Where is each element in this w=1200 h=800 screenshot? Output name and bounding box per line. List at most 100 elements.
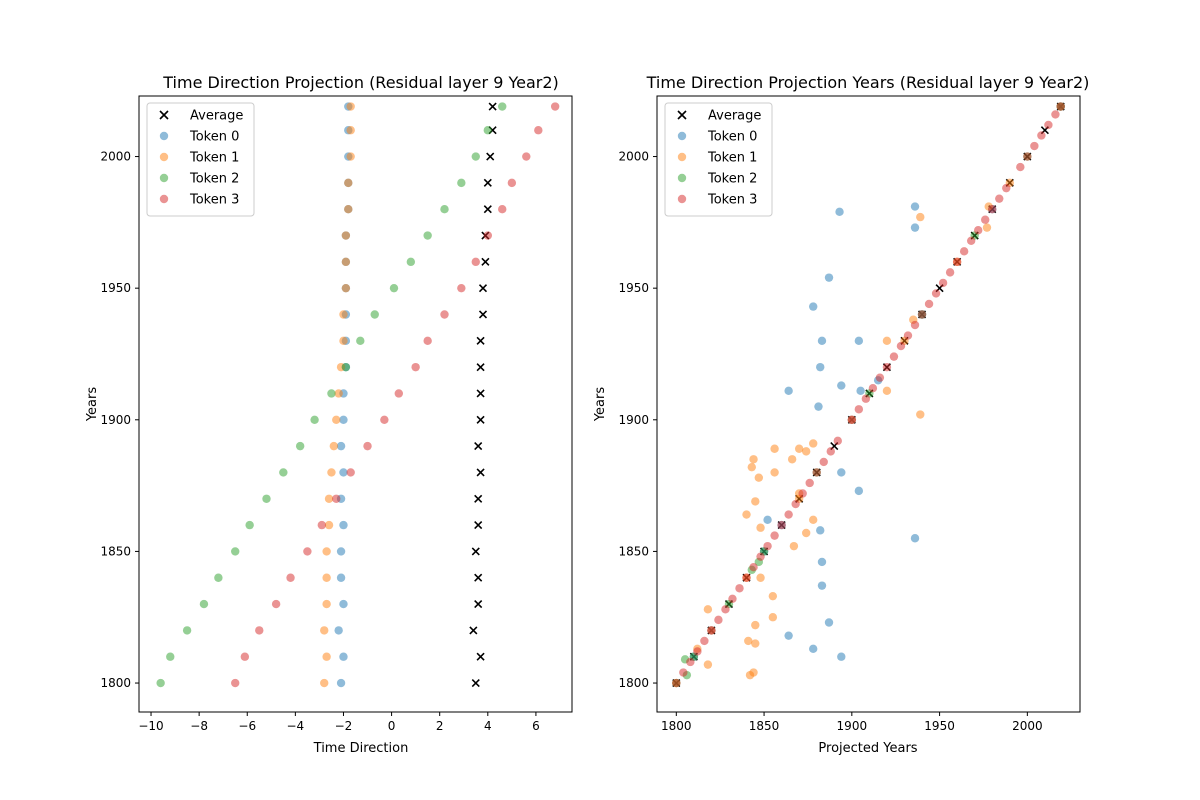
legend-marker: [677, 110, 687, 120]
point-token-0: [817, 557, 827, 567]
point-token-3: [1030, 141, 1039, 151]
legend-marker: [159, 110, 169, 120]
point-token-1: [809, 515, 818, 525]
y-tick-label: 1900: [618, 413, 649, 427]
x-tick-label: 1850: [749, 719, 780, 733]
point-average: [474, 442, 483, 451]
point-token-2: [483, 126, 493, 135]
point-token-1: [756, 523, 765, 532]
point-token-3: [440, 310, 449, 319]
point-token-1: [339, 336, 348, 346]
point-token-3: [770, 531, 779, 540]
point-token-1: [322, 573, 331, 582]
x-tick-label: 4: [484, 719, 492, 733]
chart-right-ticks: 1800 1850 1900 1950 2000 1800 1850 1900 1950 2000: [618, 150, 1042, 733]
point-average: [476, 336, 485, 345]
point-token-3: [882, 362, 892, 372]
point-token-0: [816, 362, 825, 372]
point-token-1: [322, 547, 331, 556]
point-token-1: [751, 639, 760, 648]
point-token-2: [310, 415, 319, 424]
point-token-0: [824, 273, 834, 282]
x-tick-label: 1900: [837, 719, 868, 733]
point-token-1: [770, 468, 779, 477]
point-token-2: [262, 494, 271, 503]
point-token-3: [672, 678, 681, 688]
point-average: [469, 626, 478, 635]
point-token-2: [457, 178, 466, 188]
point-token-3: [889, 352, 899, 361]
series-token-2: [156, 102, 507, 688]
point-token-1: [801, 447, 811, 456]
point-average: [486, 152, 495, 161]
point-average: [476, 652, 485, 661]
x-tick-label: −8: [190, 719, 208, 733]
point-token-3: [952, 257, 962, 267]
point-average: [471, 547, 480, 556]
point-token-0: [910, 202, 920, 211]
point-token-3: [896, 341, 906, 351]
point-token-3: [550, 102, 560, 111]
point-token-2: [356, 336, 365, 346]
point-token-1: [320, 626, 329, 635]
point-token-3: [749, 563, 758, 572]
x-tick-label: 0: [388, 719, 396, 733]
point-token-2: [245, 520, 254, 530]
point-token-3: [457, 283, 466, 293]
point-token-0: [824, 618, 834, 627]
chart-right-legend: Average Token 0 Token 1 Token 2 Token 3: [664, 102, 773, 217]
series-token-3: [231, 102, 560, 688]
point-token-0: [336, 678, 346, 688]
point-token-0: [817, 336, 827, 346]
chart-left-frame: [138, 95, 573, 713]
chart-right-xlabel: Projected Years: [818, 741, 917, 756]
point-token-3: [903, 331, 913, 340]
y-tick-label: 2000: [100, 150, 131, 164]
point-average: [478, 310, 488, 319]
point-token-0: [339, 468, 348, 477]
point-token-0: [910, 223, 920, 232]
point-average: [474, 521, 483, 530]
point-token-1: [341, 283, 351, 293]
x-tick-label: 6: [532, 719, 540, 733]
point-token-1: [744, 636, 753, 646]
point-average: [488, 102, 497, 111]
point-token-3: [471, 257, 480, 267]
legend-label: Token 1: [189, 151, 239, 166]
y-tick-label: 1900: [100, 413, 131, 427]
point-token-3: [812, 468, 821, 477]
point-token-1: [768, 613, 778, 622]
series-token-3: [672, 102, 1065, 688]
point-token-0: [339, 652, 348, 661]
legend-label: Token 0: [707, 130, 757, 145]
legend-marker: [159, 152, 169, 162]
point-token-2: [423, 231, 432, 240]
point-token-3: [938, 278, 948, 288]
point-token-3: [686, 657, 695, 667]
point-token-3: [966, 236, 976, 245]
y-tick-label: 1850: [618, 544, 649, 558]
point-token-0: [336, 547, 346, 556]
point-token-0: [809, 302, 818, 311]
legend-box: [664, 102, 773, 217]
point-token-3: [742, 573, 751, 582]
chart-left-ticks: −10 −8 −6 −4 −2 0 2 4 6 1800 1850 1900 1950 2000: [100, 150, 539, 733]
point-token-1: [751, 497, 760, 506]
point-token-2: [471, 152, 480, 161]
point-token-1: [982, 223, 992, 232]
point-token-3: [833, 436, 842, 446]
point-token-1: [789, 541, 799, 551]
point-token-3: [1044, 120, 1053, 130]
point-token-2: [406, 257, 416, 267]
point-token-1: [916, 212, 925, 222]
point-token-2: [279, 468, 288, 477]
point-average: [474, 573, 483, 582]
point-token-3: [924, 299, 934, 309]
legend-marker: [159, 131, 169, 141]
point-token-1: [703, 660, 713, 669]
chart-right: Time Direction Projection Years (Residua…: [593, 73, 1089, 756]
point-token-1: [320, 678, 329, 688]
x-tick-label: −4: [287, 719, 305, 733]
point-token-3: [522, 152, 531, 161]
point-token-3: [394, 389, 403, 398]
